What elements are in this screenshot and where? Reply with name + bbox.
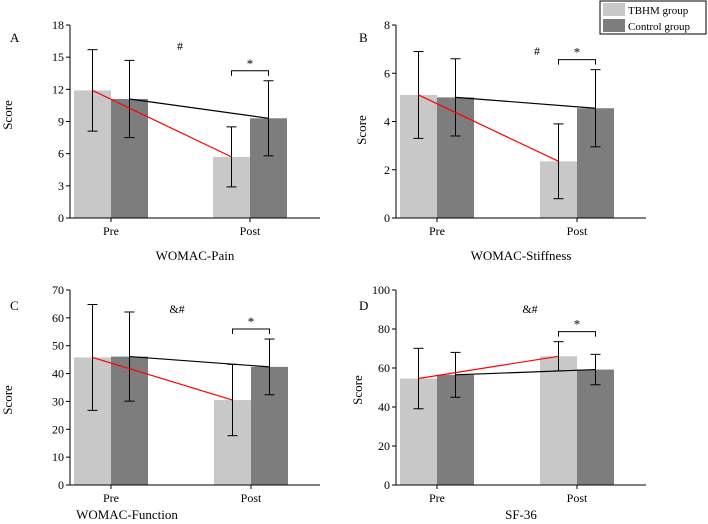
significance-bracket xyxy=(232,328,270,335)
panel-title: WOMAC-Stiffness xyxy=(471,248,572,263)
y-tick-label: 20 xyxy=(378,439,390,453)
y-tick-label: 80 xyxy=(378,322,390,336)
y-tick-label: 20 xyxy=(52,422,64,436)
panel-letter: A xyxy=(10,30,20,45)
significance-annotation: # xyxy=(177,39,183,53)
y-tick-label: 50 xyxy=(52,339,64,353)
y-tick-label: 0 xyxy=(58,478,64,492)
error-bar-control-pre xyxy=(124,311,135,402)
bar-control-post xyxy=(577,369,614,485)
trend-line-control xyxy=(455,96,596,109)
y-tick-label: 0 xyxy=(384,211,390,225)
y-tick-label: 30 xyxy=(52,394,64,408)
y-tick-label: 8 xyxy=(384,18,390,32)
legend: TBHM group Control group xyxy=(599,0,707,35)
y-tick-label: 60 xyxy=(52,311,64,325)
trend-line-tbhm xyxy=(92,356,233,401)
significance-bracket xyxy=(558,331,596,337)
y-tick-label: 12 xyxy=(52,82,64,96)
trend-line-tbhm xyxy=(92,89,232,158)
y-tick-label: 100 xyxy=(372,283,390,297)
legend-label-control: Control group xyxy=(628,21,691,33)
panel-letter: C xyxy=(10,298,19,313)
significance-asterisk: * xyxy=(247,56,254,71)
y-tick-label: 0 xyxy=(384,478,390,492)
significance-annotation: &# xyxy=(522,302,537,316)
x-tick-label: Pre xyxy=(429,491,445,505)
y-tick-label: 70 xyxy=(52,283,64,297)
legend-swatch-control xyxy=(603,19,625,32)
significance-annotation: &# xyxy=(169,302,184,316)
trend-line-control xyxy=(455,368,596,376)
significance-asterisk: * xyxy=(248,314,255,329)
panel-letter: B xyxy=(359,30,368,45)
y-tick-label: 2 xyxy=(384,163,390,177)
x-tick-label: Pre xyxy=(429,224,445,238)
trend-line-tbhm xyxy=(418,94,559,162)
error-bar-tbhm-pre xyxy=(413,51,424,139)
panel-title: WOMAC-Function xyxy=(76,507,178,522)
y-axis-label: Score xyxy=(0,100,15,130)
y-tick-label: 10 xyxy=(52,450,64,464)
x-tick-label: Pre xyxy=(103,224,119,238)
bracket-line xyxy=(231,70,269,76)
y-tick-label: 6 xyxy=(58,147,64,161)
y-tick-label: 60 xyxy=(378,361,390,375)
x-tick-label: Post xyxy=(567,224,588,238)
y-tick-label: 0 xyxy=(58,211,64,225)
x-tick-label: Post xyxy=(240,224,261,238)
trend-line-control xyxy=(129,355,270,368)
legend-label-tbhm: TBHM group xyxy=(628,5,689,17)
x-tick-label: Post xyxy=(567,491,588,505)
legend-swatch-tbhm xyxy=(603,3,625,16)
y-axis-label: Score xyxy=(354,115,369,145)
bar-tbhm-post xyxy=(540,356,577,485)
y-tick-label: 3 xyxy=(58,179,64,193)
y-tick-label: 40 xyxy=(52,367,64,381)
x-tick-label: Pre xyxy=(103,491,119,505)
bracket-line xyxy=(232,328,270,335)
bracket-line xyxy=(558,59,596,65)
trend-line-control xyxy=(129,98,269,119)
y-tick-label: 15 xyxy=(52,50,64,64)
chart-panel-b: 0 2 4 6 8 Pre Post Score WOMAC-Stiffness B # * xyxy=(354,18,646,263)
panel-letter: D xyxy=(359,298,368,313)
trend-line-tbhm xyxy=(418,355,559,380)
significance-bracket xyxy=(231,70,269,76)
panel-title: SF-36 xyxy=(505,507,537,522)
significance-asterisk: * xyxy=(574,317,581,332)
y-tick-label: 6 xyxy=(384,66,390,80)
y-tick-label: 9 xyxy=(58,115,64,129)
x-tick-label: Post xyxy=(241,491,262,505)
y-tick-label: 40 xyxy=(378,400,390,414)
error-bar-tbhm-pre xyxy=(87,49,98,132)
chart-panel-d: 0 20 40 60 80 100 Pre Post Score SF-36 D &# * xyxy=(350,283,646,522)
significance-bracket xyxy=(558,59,596,65)
y-tick-label: 4 xyxy=(384,115,390,129)
y-tick-label: 18 xyxy=(52,18,64,32)
significance-asterisk: * xyxy=(574,45,581,60)
y-axis-label: Score xyxy=(0,385,15,415)
chart-panel-c: 0 10 20 30 40 50 60 70 Pre Post Score WOMAC-Functio… xyxy=(0,283,320,522)
bracket-line xyxy=(558,331,596,337)
significance-annotation: # xyxy=(534,44,540,58)
panel-title: WOMAC-Pain xyxy=(156,248,235,263)
y-axis-label: Score xyxy=(350,375,365,405)
chart-panel-a: 0 3 6 9 12 15 18 Pre Post Score WOMAC-Pain A # * xyxy=(0,18,320,263)
